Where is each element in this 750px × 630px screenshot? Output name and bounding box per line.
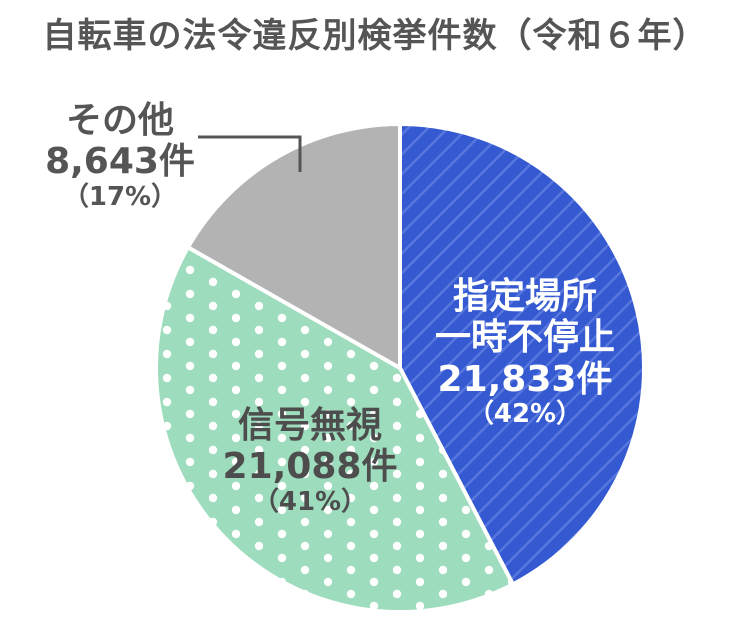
slice-signal-violation (154, 244, 516, 614)
slice-percent: （41%） (252, 486, 368, 517)
leader-line (198, 135, 302, 172)
slice-other (185, 121, 402, 372)
label-other: その他 8,643件 （17%） (20, 100, 220, 213)
slice-percent: （42%） (467, 399, 583, 430)
slice-percent: （17%） (62, 181, 178, 212)
slice-count: 8,643件 (45, 141, 195, 183)
slice-name: 信号無視 (237, 405, 382, 446)
chart-title: 自転車の法令違反別検挙件数（令和６年） (42, 16, 708, 56)
slice-stop-violation (398, 121, 646, 587)
slice-count: 21,833件 (437, 358, 613, 400)
label-stop-violation: 指定場所 一時不停止 21,833件 （42%） (420, 276, 630, 430)
slice-name: その他 (65, 100, 174, 141)
slice-name: 指定場所 (452, 276, 597, 317)
slice-name-line2: 一時不停止 (434, 317, 615, 359)
label-signal-violation: 信号無視 21,088件 （41%） (205, 405, 415, 518)
slice-count: 21,088件 (222, 446, 398, 488)
